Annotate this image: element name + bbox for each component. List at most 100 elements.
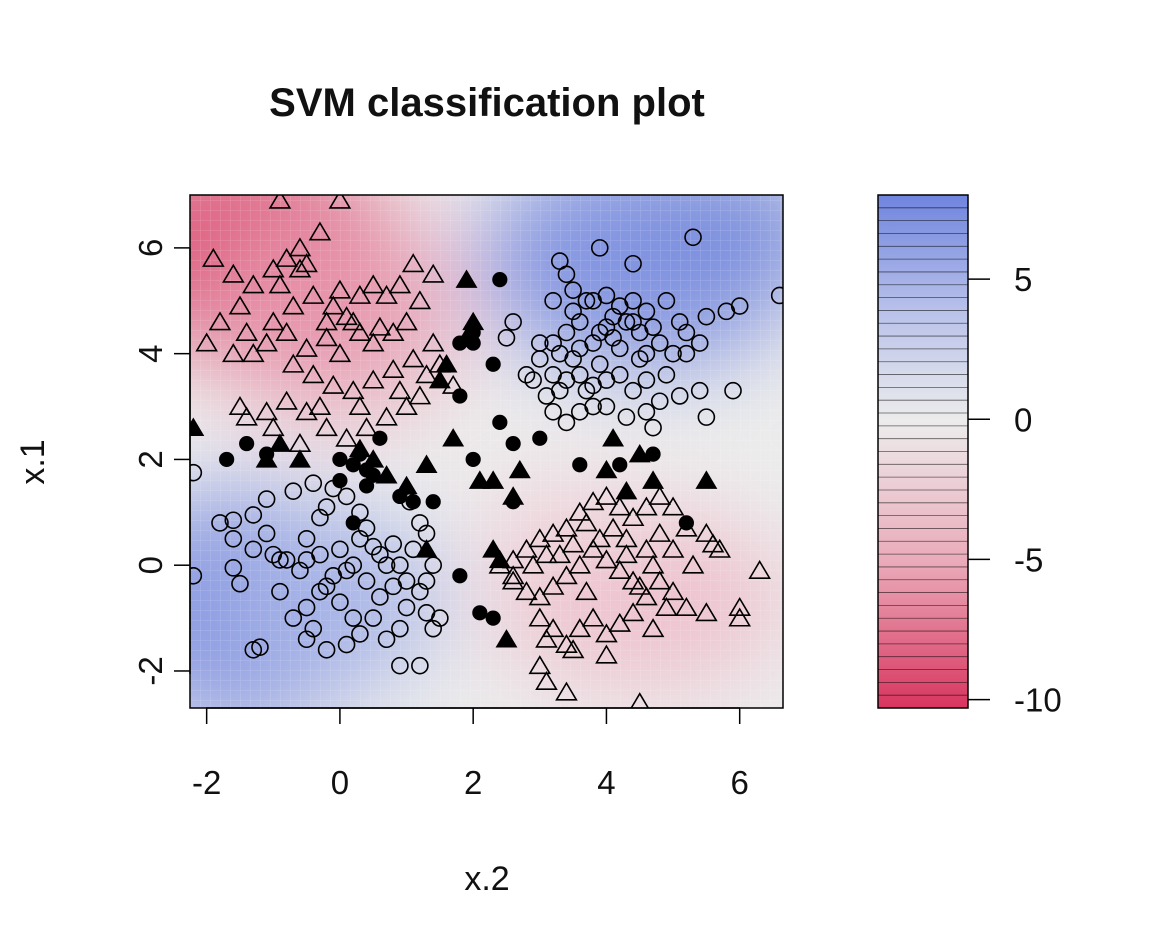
point-open-circle	[277, 551, 296, 569]
point-open-triangle	[348, 395, 372, 415]
point-open-circle	[371, 588, 389, 606]
point-open-circle	[570, 339, 589, 358]
point-open-triangle	[695, 602, 718, 622]
point-open-triangle	[421, 263, 445, 283]
point-open-circle	[411, 656, 429, 675]
point-open-circle	[271, 582, 289, 601]
decision-surface	[190, 195, 783, 708]
point-filled-circle	[485, 356, 501, 372]
point-filled-triangle	[455, 327, 478, 347]
point-open-triangle	[255, 401, 278, 421]
point-open-circle	[244, 506, 263, 524]
point-open-triangle	[635, 496, 658, 516]
point-filled-circle	[358, 478, 375, 494]
point-open-circle	[351, 625, 369, 643]
point-open-triangle	[621, 507, 645, 527]
point-open-circle	[650, 334, 669, 352]
point-open-circle	[297, 630, 316, 649]
point-open-circle	[411, 582, 429, 601]
point-open-triangle	[608, 496, 632, 516]
point-filled-circle	[492, 272, 508, 288]
point-open-triangle	[528, 655, 552, 675]
point-open-triangle	[328, 343, 352, 363]
point-open-circle	[577, 291, 596, 310]
point-open-triangle	[675, 596, 698, 616]
point-filled-triangle	[442, 428, 465, 447]
point-filled-circle	[472, 605, 488, 621]
point-open-circle	[517, 366, 536, 384]
point-open-triangle	[501, 565, 525, 585]
x-tick-label: 4	[597, 764, 615, 801]
point-open-triangle	[408, 290, 432, 310]
point-open-triangle	[235, 321, 258, 341]
point-open-triangle	[561, 533, 585, 553]
y-tick-label: 2	[132, 450, 169, 468]
point-open-circle	[377, 630, 396, 649]
point-open-circle	[644, 318, 662, 337]
point-filled-circle	[219, 451, 235, 468]
point-open-triangle	[648, 485, 672, 505]
point-open-triangle	[655, 596, 678, 616]
point-open-circle	[544, 291, 562, 310]
x-tick-label: 0	[331, 764, 349, 801]
point-open-triangle	[202, 247, 225, 267]
point-open-circle	[357, 572, 376, 590]
point-open-triangle	[555, 517, 578, 537]
point-open-triangle	[541, 618, 565, 638]
point-open-circle	[690, 381, 709, 400]
x-axis: -2 0 2 4 6 x.2	[192, 707, 749, 898]
point-open-circle	[211, 514, 229, 532]
point-open-circle	[297, 551, 316, 569]
point-open-triangle	[535, 544, 558, 564]
point-open-triangle	[315, 327, 338, 347]
point-open-circle	[351, 529, 369, 548]
point-open-circle	[637, 344, 656, 363]
point-open-circle	[244, 641, 263, 659]
point-open-triangle	[608, 559, 632, 579]
point-open-triangle	[608, 612, 632, 632]
point-open-triangle	[321, 374, 345, 394]
point-open-triangle	[401, 253, 425, 273]
point-open-triangle	[615, 544, 638, 564]
point-filled-triangle	[428, 369, 451, 389]
point-open-triangle	[195, 332, 218, 352]
point-open-triangle	[581, 607, 605, 627]
point-open-circle	[570, 313, 589, 331]
point-open-triangle	[335, 427, 358, 447]
point-filled-triangle	[255, 449, 278, 468]
point-open-circle	[224, 511, 243, 530]
point-open-circle	[544, 334, 562, 352]
point-filled-triangle	[288, 449, 311, 468]
point-open-triangle	[728, 607, 751, 627]
point-filled-triangle	[348, 438, 371, 458]
point-filled-triangle	[375, 465, 398, 484]
point-open-circle	[657, 366, 676, 384]
x-tick-label: -2	[192, 764, 221, 801]
point-open-circle	[697, 408, 716, 426]
point-open-circle	[650, 392, 669, 411]
point-open-circle	[377, 556, 396, 575]
x-axis-label: x.2	[464, 860, 509, 898]
points-layer	[190, 195, 783, 708]
colorbar-tick-label: 0	[1014, 401, 1032, 438]
point-open-circle	[391, 656, 409, 675]
colorbar-tick-label: -10	[1014, 682, 1062, 719]
point-open-circle	[337, 487, 356, 506]
point-open-triangle	[261, 417, 285, 437]
point-filled-circle	[572, 457, 588, 473]
point-open-circle	[284, 609, 303, 627]
point-open-triangle	[375, 284, 398, 304]
point-open-circle	[397, 598, 416, 617]
point-open-circle	[570, 366, 589, 384]
point-open-circle	[597, 318, 616, 337]
point-filled-triangle	[415, 454, 438, 473]
point-open-triangle	[301, 364, 325, 384]
point-open-triangle	[208, 311, 232, 331]
point-open-triangle	[368, 316, 392, 336]
point-open-circle	[497, 328, 516, 347]
point-open-circle	[317, 641, 336, 659]
point-open-circle	[431, 609, 449, 627]
point-filled-triangle	[488, 549, 511, 569]
point-open-circle	[624, 313, 642, 331]
point-open-circle	[697, 307, 716, 326]
